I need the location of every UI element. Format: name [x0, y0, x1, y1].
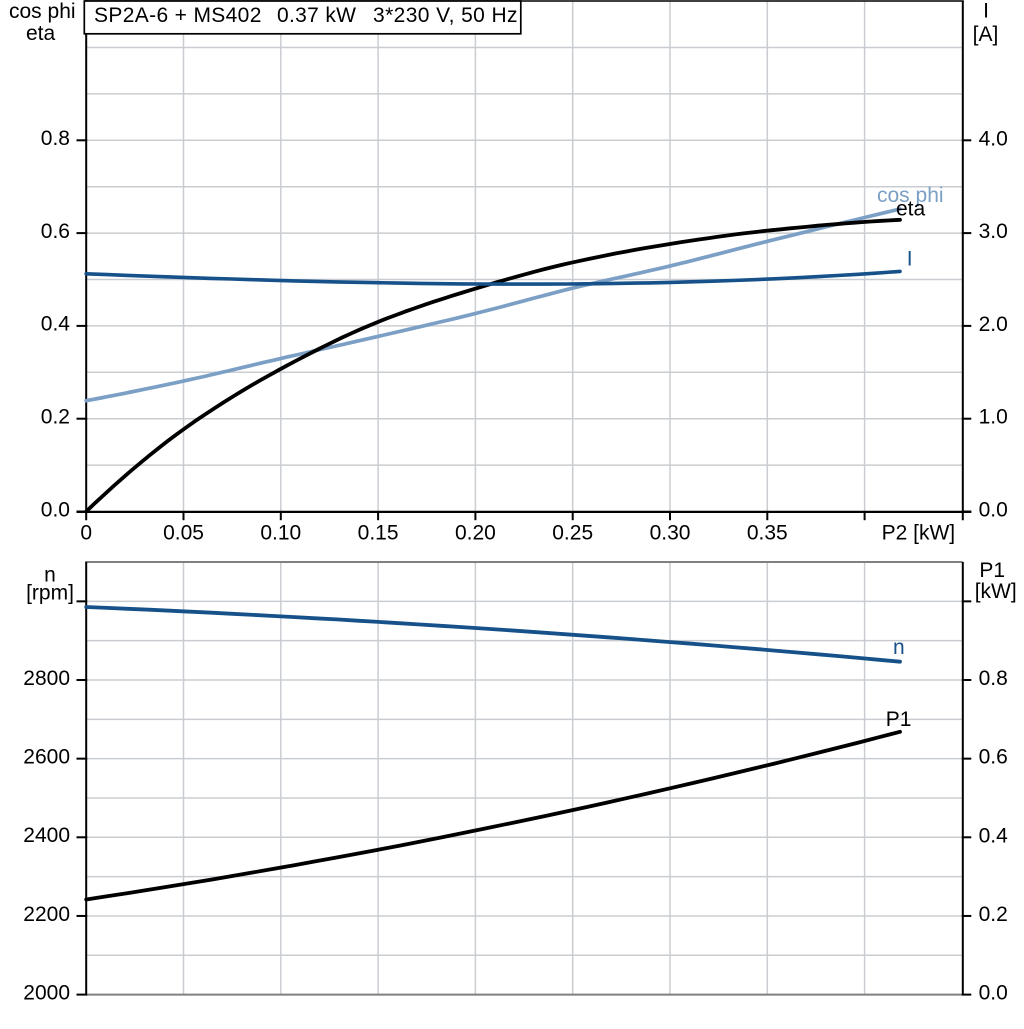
svg-text:P2 [kW]: P2 [kW]: [882, 521, 956, 544]
svg-text:0.15: 0.15: [358, 521, 399, 544]
svg-text:2600: 2600: [23, 745, 70, 768]
svg-text:0.0: 0.0: [979, 982, 1008, 1005]
svg-text:0.30: 0.30: [650, 521, 691, 544]
svg-text:0.8: 0.8: [979, 667, 1008, 690]
svg-text:eta: eta: [896, 198, 926, 221]
svg-text:0: 0: [80, 521, 92, 544]
svg-text:0.35: 0.35: [747, 521, 788, 544]
svg-text:2.0: 2.0: [979, 313, 1008, 336]
svg-text:0.8: 0.8: [41, 127, 70, 150]
svg-text:P1: P1: [886, 708, 912, 731]
svg-text:0.4: 0.4: [979, 824, 1009, 847]
svg-text:2800: 2800: [23, 667, 70, 690]
svg-text:[A]: [A]: [973, 23, 999, 46]
svg-text:0.10: 0.10: [260, 521, 301, 544]
svg-text:0.20: 0.20: [455, 521, 496, 544]
svg-text:0.0: 0.0: [41, 498, 70, 521]
svg-text:0.2: 0.2: [979, 903, 1008, 926]
svg-text:I: I: [907, 248, 913, 271]
svg-text:I: I: [983, 0, 989, 23]
svg-text:SP2A-6 + MS402: SP2A-6 + MS402: [94, 4, 262, 27]
svg-text:cos phi: cos phi: [877, 184, 944, 207]
svg-text:cos phi: cos phi: [9, 0, 76, 23]
svg-text:0.0: 0.0: [979, 499, 1008, 522]
svg-text:[rpm]: [rpm]: [26, 582, 74, 605]
svg-text:2000: 2000: [23, 981, 70, 1004]
svg-text:0.6: 0.6: [41, 220, 70, 243]
svg-text:[kW]: [kW]: [975, 580, 1017, 603]
svg-text:0.25: 0.25: [552, 521, 593, 544]
svg-text:3*230 V, 50 Hz: 3*230 V, 50 Hz: [373, 4, 518, 27]
svg-text:n: n: [893, 636, 905, 659]
svg-text:0.4: 0.4: [41, 313, 71, 336]
svg-text:2200: 2200: [23, 903, 70, 926]
svg-text:0.2: 0.2: [41, 406, 70, 429]
svg-text:4.0: 4.0: [979, 127, 1008, 150]
svg-text:n: n: [44, 564, 56, 587]
svg-text:eta: eta: [26, 22, 56, 45]
svg-text:2400: 2400: [23, 824, 70, 847]
svg-text:0.37 kW: 0.37 kW: [277, 4, 356, 27]
svg-text:0.05: 0.05: [163, 521, 204, 544]
svg-text:1.0: 1.0: [979, 406, 1008, 429]
svg-text:0.6: 0.6: [979, 746, 1008, 769]
svg-text:3.0: 3.0: [979, 220, 1008, 243]
svg-text:P1: P1: [979, 559, 1005, 582]
